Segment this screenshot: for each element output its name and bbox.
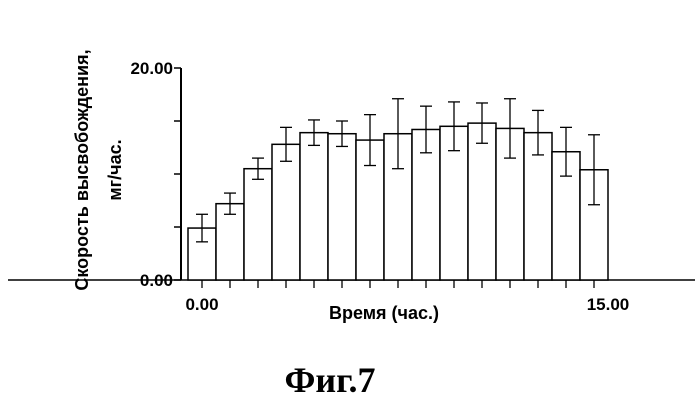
bar bbox=[327, 132, 357, 281]
y-tick-label: 20.00 bbox=[130, 59, 173, 78]
bar bbox=[299, 131, 329, 281]
error-bar bbox=[504, 98, 516, 159]
bar bbox=[467, 122, 497, 281]
x-tick-label: 0.00 bbox=[185, 295, 218, 314]
y-axis-label-line1: Скорость высвобождения, bbox=[72, 49, 92, 290]
y-tick-labels: 0.00 20.00 bbox=[130, 59, 173, 290]
error-bar bbox=[392, 98, 404, 170]
x-tick-labels: 0.00 15.00 bbox=[185, 295, 629, 314]
bar-series bbox=[187, 122, 609, 281]
bar bbox=[243, 167, 273, 281]
error-bar bbox=[252, 157, 264, 180]
bar bbox=[271, 143, 301, 281]
figure-caption: Фиг.7 bbox=[285, 360, 376, 400]
error-bar bbox=[588, 134, 600, 206]
error-bar bbox=[224, 192, 236, 215]
error-bar bbox=[280, 126, 292, 162]
error-bar bbox=[448, 101, 460, 152]
y-axis-label-line2: мг/час. bbox=[105, 139, 125, 200]
error-bar bbox=[196, 213, 208, 243]
x-axis-ticks bbox=[201, 280, 595, 288]
error-bar bbox=[476, 102, 488, 144]
error-bar bbox=[308, 119, 320, 147]
error-bar bbox=[560, 126, 572, 177]
bar bbox=[215, 202, 245, 281]
y-tick-label: 0.00 bbox=[140, 271, 173, 290]
x-tick-label: 15.00 bbox=[587, 295, 630, 314]
error-bar bbox=[364, 113, 376, 167]
x-axis-label: Время (час.) bbox=[329, 303, 439, 323]
error-bar bbox=[336, 120, 348, 148]
y-minor-ticks bbox=[174, 67, 181, 281]
error-bars bbox=[196, 98, 600, 243]
error-bar bbox=[420, 105, 432, 154]
error-bar bbox=[532, 109, 544, 156]
